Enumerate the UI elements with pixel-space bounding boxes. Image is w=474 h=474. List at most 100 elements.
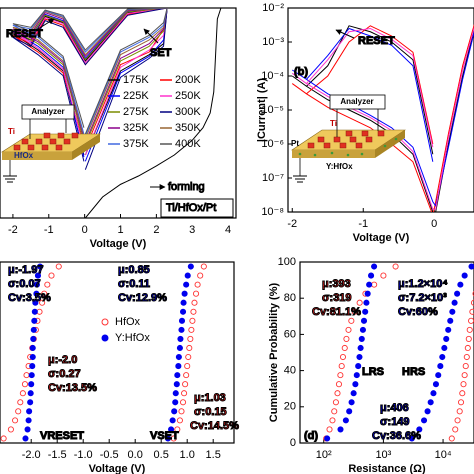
y-tick-label: 80	[284, 292, 296, 304]
x-tick-label: 2	[153, 224, 159, 236]
point	[443, 335, 450, 342]
point	[176, 344, 183, 352]
panel: -2 -1 0 1 2 3 4 Voltage (V) 175K 200K 225K 250K 275K…	[0, 7, 237, 250]
point	[461, 372, 468, 379]
line-series	[12, 8, 168, 143]
y-tick-label: 10⁻⁶	[261, 138, 284, 150]
annotation: Cv:3.5%	[8, 292, 51, 304]
x-tick-label: 0	[82, 224, 88, 236]
point	[7, 426, 14, 433]
point	[345, 326, 352, 333]
x-tick-label: 10²	[316, 449, 332, 461]
point	[432, 381, 440, 388]
plot-data	[291, 23, 474, 212]
point	[356, 299, 363, 306]
point	[171, 408, 178, 415]
point	[437, 363, 444, 370]
annotation: RESET	[358, 35, 395, 47]
point	[191, 299, 198, 306]
point	[170, 435, 177, 442]
annotation: Cv:60%	[398, 306, 438, 318]
point	[32, 299, 39, 306]
x-tick-label: 10⁴	[435, 449, 452, 461]
y-tick-label: 0	[290, 437, 296, 449]
point	[420, 417, 428, 424]
y-tick-label: 40	[284, 365, 296, 377]
point	[187, 335, 194, 342]
legend-label: 250K	[175, 90, 201, 102]
legend-label: 400K	[175, 138, 201, 150]
point	[452, 426, 459, 433]
y-tick-label: 20	[284, 401, 296, 413]
point	[185, 353, 192, 361]
annotation: Cv:81.1%	[312, 306, 361, 318]
point	[343, 335, 350, 342]
point	[355, 363, 362, 370]
annotation: μ:393	[322, 278, 351, 290]
point	[41, 290, 48, 297]
inset-label: Ti	[8, 127, 15, 136]
point	[468, 317, 474, 324]
point	[341, 344, 348, 352]
point	[461, 272, 468, 279]
point	[351, 308, 358, 315]
annotation: Cv:14.5%	[190, 420, 239, 432]
point	[28, 372, 35, 379]
point	[189, 317, 196, 324]
point	[430, 390, 437, 397]
point	[30, 335, 37, 342]
point	[362, 308, 369, 315]
line-series	[12, 8, 168, 139]
point	[15, 408, 22, 415]
line-series	[12, 8, 168, 137]
point	[36, 263, 44, 270]
line-series	[291, 23, 474, 212]
point	[356, 353, 363, 361]
plot-data	[323, 263, 474, 442]
y-tick-label: 10⁻⁴	[261, 70, 284, 82]
plot-frame	[299, 261, 474, 444]
x-tick-label: 3	[189, 224, 195, 236]
point	[180, 299, 187, 306]
x-axis-title: Voltage (V)	[353, 232, 410, 244]
panel: -2.0 -1.5 -1.0 -0.5 0.0 0.5 1.0 1.5 Voltage (V) H…	[0, 261, 235, 474]
point	[462, 363, 469, 370]
point	[435, 372, 442, 379]
annotation: Ti/HfOx/Pt	[166, 202, 216, 214]
annotation: HRS	[402, 366, 425, 378]
y-tick-label: 60	[284, 328, 296, 340]
point	[179, 399, 187, 406]
annotation: σ:0.15	[194, 406, 227, 418]
point	[371, 263, 378, 270]
point	[352, 381, 359, 388]
point	[21, 381, 29, 388]
line-series	[12, 8, 168, 156]
point	[469, 308, 474, 315]
x-tick-label: -2	[287, 218, 297, 230]
annotation: VRESET	[40, 430, 84, 442]
point	[33, 290, 40, 297]
point	[464, 344, 471, 352]
annotation: VSET	[150, 430, 179, 442]
point	[31, 317, 38, 324]
point	[164, 435, 172, 442]
point	[364, 290, 371, 297]
x-tick-label: -1	[44, 224, 54, 236]
point	[172, 390, 179, 397]
point	[463, 353, 470, 361]
point	[30, 326, 37, 333]
point	[459, 390, 466, 397]
point	[184, 272, 191, 279]
point	[33, 281, 40, 288]
point	[200, 263, 207, 270]
point	[175, 353, 182, 361]
point	[460, 381, 467, 388]
annotation: σ:149	[380, 416, 410, 428]
point	[181, 290, 188, 297]
point	[168, 426, 175, 433]
point	[363, 299, 370, 306]
point	[178, 326, 185, 333]
inset-label: Analyzer	[340, 97, 373, 106]
point	[335, 381, 343, 388]
y-axis-title: |Current| (A)	[256, 78, 268, 143]
